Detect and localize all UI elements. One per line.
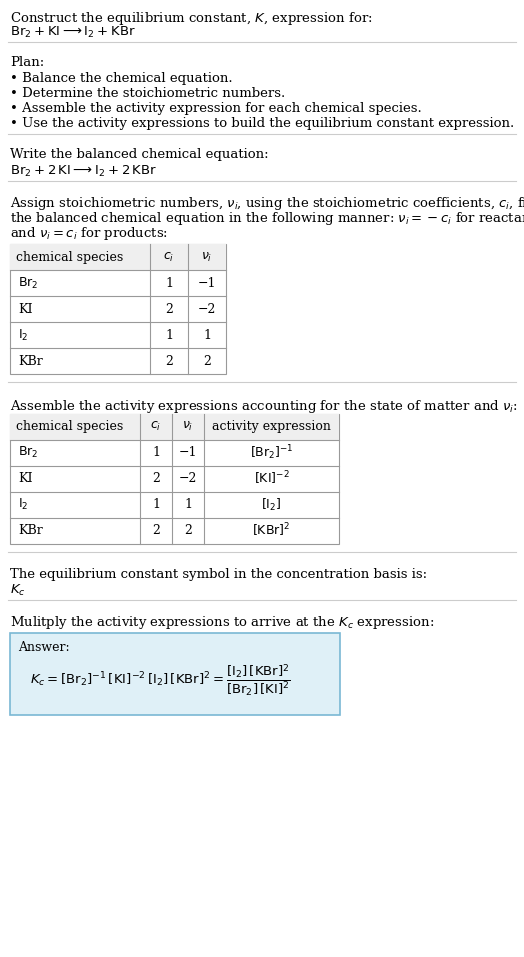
Text: $\nu_i$: $\nu_i$ <box>201 251 213 264</box>
Text: $c_i$: $c_i$ <box>163 251 174 264</box>
Text: 1: 1 <box>165 277 173 290</box>
Bar <box>10 244 226 374</box>
Text: $[\mathrm{I_2}]$: $[\mathrm{I_2}]$ <box>261 497 282 513</box>
Text: 2: 2 <box>184 524 192 537</box>
Bar <box>10 413 339 544</box>
Text: activity expression: activity expression <box>212 420 331 434</box>
Text: $K_c$: $K_c$ <box>10 583 26 598</box>
Text: Mulitply the activity expressions to arrive at the $K_c$ expression:: Mulitply the activity expressions to arr… <box>10 614 434 631</box>
Text: 2: 2 <box>165 355 173 367</box>
Text: $\mathrm{Br_2}$: $\mathrm{Br_2}$ <box>18 276 38 291</box>
Text: 1: 1 <box>203 329 211 342</box>
Bar <box>10 413 339 439</box>
Text: −2: −2 <box>198 303 216 316</box>
Text: 1: 1 <box>152 498 160 511</box>
Text: $\nu_i$: $\nu_i$ <box>182 420 194 434</box>
Text: Construct the equilibrium constant, $K$, expression for:: Construct the equilibrium constant, $K$,… <box>10 10 373 27</box>
Text: −1: −1 <box>198 277 216 290</box>
Text: Assign stoichiometric numbers, $\nu_i$, using the stoichiometric coefficients, $: Assign stoichiometric numbers, $\nu_i$, … <box>10 195 524 211</box>
Text: 2: 2 <box>203 355 211 367</box>
Text: $\mathrm{I_2}$: $\mathrm{I_2}$ <box>18 497 28 512</box>
Text: −1: −1 <box>179 446 197 459</box>
Text: KI: KI <box>18 303 32 316</box>
Text: and $\nu_i = c_i$ for products:: and $\nu_i = c_i$ for products: <box>10 225 168 242</box>
Text: 1: 1 <box>184 498 192 511</box>
Text: • Use the activity expressions to build the equilibrium constant expression.: • Use the activity expressions to build … <box>10 117 514 130</box>
Text: • Balance the chemical equation.: • Balance the chemical equation. <box>10 72 233 84</box>
Text: 1: 1 <box>165 329 173 342</box>
Text: 2: 2 <box>152 472 160 485</box>
Text: $[\mathrm{KBr}]^2$: $[\mathrm{KBr}]^2$ <box>252 522 291 540</box>
Text: 2: 2 <box>165 303 173 316</box>
Text: −2: −2 <box>179 472 197 485</box>
Text: KBr: KBr <box>18 355 43 367</box>
Text: 1: 1 <box>152 446 160 459</box>
Text: Assemble the activity expressions accounting for the state of matter and $\nu_i$: Assemble the activity expressions accoun… <box>10 398 518 415</box>
Bar <box>10 634 340 715</box>
Text: $c_i$: $c_i$ <box>150 420 161 434</box>
Text: chemical species: chemical species <box>16 251 123 264</box>
Text: $[\mathrm{Br_2}]^{-1}$: $[\mathrm{Br_2}]^{-1}$ <box>249 443 293 462</box>
Text: Plan:: Plan: <box>10 56 44 70</box>
Text: 2: 2 <box>152 524 160 537</box>
Text: Write the balanced chemical equation:: Write the balanced chemical equation: <box>10 148 269 162</box>
Text: Answer:: Answer: <box>18 641 70 655</box>
Text: $\mathrm{I_2}$: $\mathrm{I_2}$ <box>18 328 28 343</box>
Text: the balanced chemical equation in the following manner: $\nu_i = -c_i$ for react: the balanced chemical equation in the fo… <box>10 210 524 227</box>
Text: $\mathrm{Br_2 + KI \longrightarrow I_2 + KBr}$: $\mathrm{Br_2 + KI \longrightarrow I_2 +… <box>10 25 136 40</box>
Text: $[\mathrm{KI}]^{-2}$: $[\mathrm{KI}]^{-2}$ <box>254 470 289 487</box>
Text: KBr: KBr <box>18 524 43 537</box>
Text: $K_c = [\mathrm{Br_2}]^{-1}\,[\mathrm{KI}]^{-2}\,[\mathrm{I_2}]\,[\mathrm{KBr}]^: $K_c = [\mathrm{Br_2}]^{-1}\,[\mathrm{KI… <box>30 663 291 700</box>
Text: $\mathrm{Br_2}$: $\mathrm{Br_2}$ <box>18 445 38 460</box>
Text: chemical species: chemical species <box>16 420 123 434</box>
Bar <box>10 244 226 271</box>
Text: • Assemble the activity expression for each chemical species.: • Assemble the activity expression for e… <box>10 102 422 115</box>
Text: The equilibrium constant symbol in the concentration basis is:: The equilibrium constant symbol in the c… <box>10 568 427 581</box>
Text: KI: KI <box>18 472 32 485</box>
Text: • Determine the stoichiometric numbers.: • Determine the stoichiometric numbers. <box>10 87 285 100</box>
Text: $\mathrm{Br_2 + 2\,KI \longrightarrow I_2 + 2\,KBr}$: $\mathrm{Br_2 + 2\,KI \longrightarrow I_… <box>10 164 157 179</box>
